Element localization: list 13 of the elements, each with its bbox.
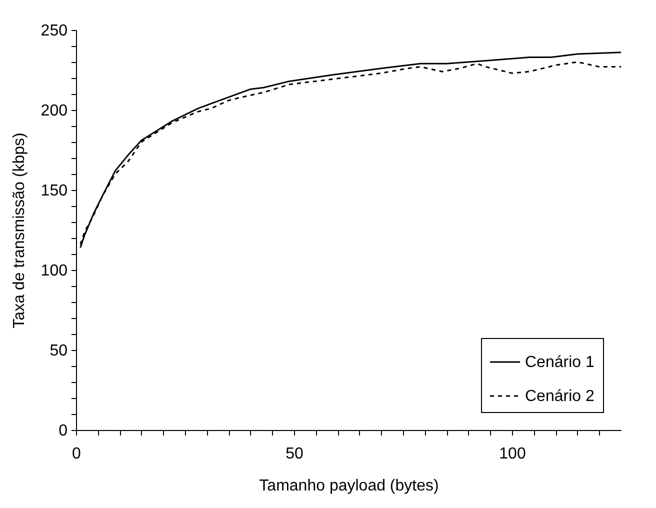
y-tick-label: 50 [50, 342, 68, 360]
legend-label: Cenário 2 [525, 388, 594, 405]
y-tick-label: 150 [40, 182, 68, 200]
y-tick-label: 100 [40, 262, 68, 280]
y-tick-label: 250 [40, 22, 68, 40]
y-axis-title: Taxa de transmissão (kbps) [10, 132, 28, 328]
y-tick-label: 200 [40, 102, 68, 120]
x-tick-label: 100 [499, 446, 526, 462]
x-axis-title: Tamanho payload (bytes) [259, 478, 439, 494]
x-tick-label: 0 [72, 446, 82, 462]
y-tick-label: 0 [58, 422, 68, 440]
legend-label: Cenário 1 [525, 354, 594, 371]
x-tick-label: 50 [286, 446, 304, 462]
